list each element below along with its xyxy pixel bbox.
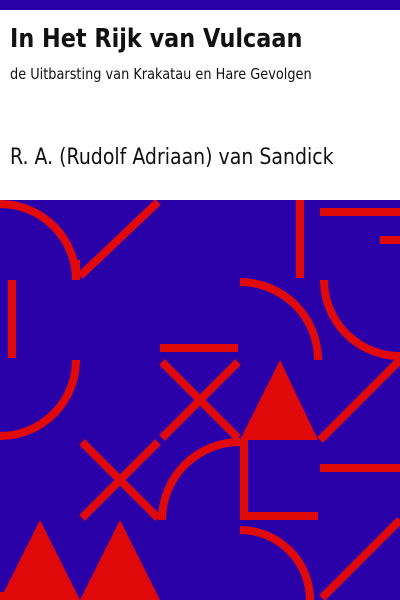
pattern-diagonal (77, 200, 161, 279)
pattern-diagonal (317, 357, 400, 443)
cover-pattern (0, 200, 400, 600)
pattern-triangle (80, 520, 160, 600)
pattern-x-stroke (79, 439, 161, 521)
pattern-x-stroke (159, 359, 241, 441)
pattern-arc (239, 278, 322, 361)
pattern-arc (239, 526, 314, 600)
pattern-arc (0, 359, 80, 440)
pattern-diagonal (319, 517, 400, 600)
top-color-band (0, 0, 400, 10)
book-subtitle: de Uitbarsting van Krakatau en Hare Gevo… (10, 65, 312, 83)
cover-pattern-art (0, 200, 400, 600)
book-title: In Het Rijk van Vulcaan (10, 24, 303, 54)
pattern-arc (158, 438, 241, 521)
pattern-triangle (240, 360, 318, 440)
pattern-triangle (0, 520, 80, 600)
pattern-arc (320, 279, 400, 360)
book-author: R. A. (Rudolf Adriaan) van Sandick (10, 145, 334, 170)
